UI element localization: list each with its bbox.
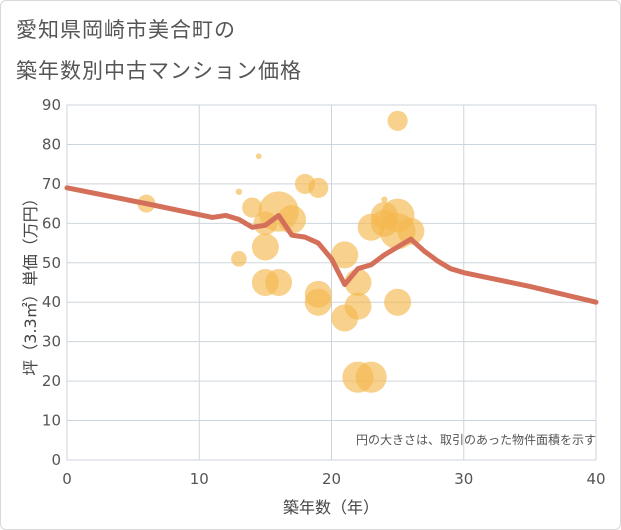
y-tick-label: 20 (42, 372, 61, 390)
bubble-point (265, 269, 293, 296)
y-tick-label: 60 (42, 214, 61, 232)
bubble-point (242, 197, 263, 218)
x-tick-label: 0 (62, 470, 72, 488)
bubble-point (344, 292, 372, 320)
bubble-point (381, 196, 388, 203)
chart-title-line1: 愛知県岡崎市美合町の (16, 18, 236, 42)
bubble-point (308, 177, 329, 198)
bubble-point (355, 361, 387, 393)
bubble-point (251, 233, 279, 261)
bubble-point (397, 217, 425, 245)
x-tick-label: 40 (586, 470, 605, 488)
size-note: 円の大きさは、取引のあった物件面積を示す (356, 432, 596, 447)
y-tick-label: 80 (42, 135, 61, 153)
bubble-point (331, 241, 359, 269)
grid-lines (66, 104, 597, 461)
y-tick-label: 10 (42, 412, 61, 430)
y-tick-label: 40 (42, 293, 61, 311)
x-tick-label: 30 (454, 470, 473, 488)
trend-line (64, 185, 599, 305)
bubble-point (304, 288, 332, 316)
y-tick-label: 0 (51, 451, 61, 469)
x-axis-label: 築年数（年） (283, 498, 379, 517)
tick-labels: 0 10 20 30 40 50 60 70 80 90 0 10 20 30 40 (42, 96, 606, 488)
y-tick-label: 50 (42, 254, 61, 272)
y-tick-label: 70 (42, 175, 61, 193)
bubble-layer (137, 110, 425, 393)
bubble-point (255, 153, 262, 160)
y-axis-label: 坪（3.3㎡）単価（万円） (21, 190, 40, 375)
y-tick-label: 30 (42, 333, 61, 351)
x-tick-label: 20 (322, 470, 341, 488)
bubble-point (235, 188, 243, 195)
trend-layer (64, 185, 599, 305)
bubble-point (384, 288, 412, 316)
bubble-point (387, 110, 408, 131)
bubble-point (231, 251, 247, 267)
y-tick-label: 90 (42, 96, 61, 114)
chart-title-line2: 築年数別中古マンション価格 (16, 59, 302, 83)
x-tick-label: 10 (190, 470, 209, 488)
